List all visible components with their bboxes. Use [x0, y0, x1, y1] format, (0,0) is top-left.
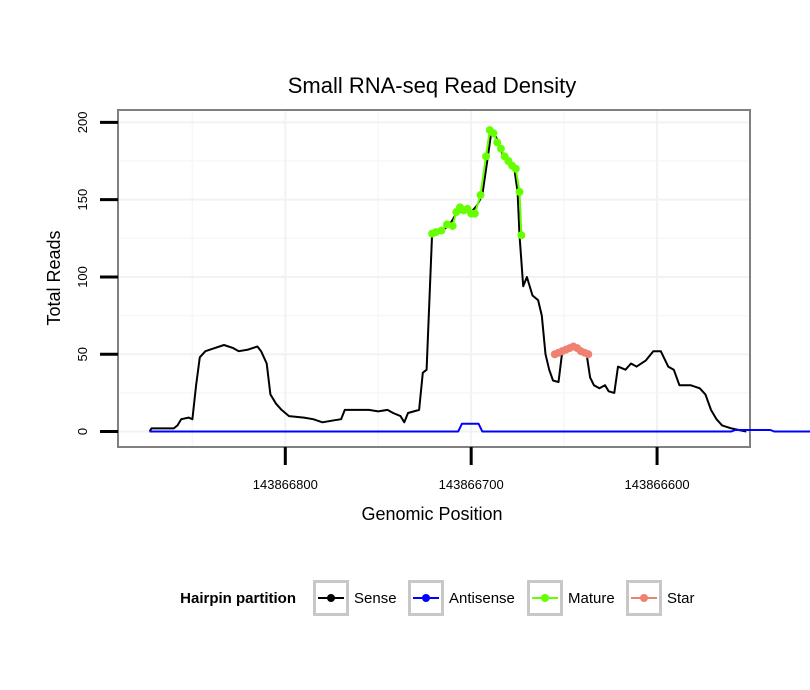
y-tick-label: 200: [75, 112, 90, 134]
mature-point: [482, 152, 491, 161]
mature-point: [476, 191, 485, 200]
x-tick-label: 143866600: [625, 477, 690, 492]
legend-label-antisense: Antisense: [449, 590, 515, 607]
x-tick-label: 143866800: [253, 477, 318, 492]
legend-label-sense: Sense: [354, 590, 397, 607]
legend-dot-antisense: [422, 594, 430, 602]
antisense-line: [149, 422, 810, 433]
star-point: [584, 350, 593, 359]
mature-point: [515, 187, 524, 196]
legend-label-mature: Mature: [568, 590, 615, 607]
plot-panel: [117, 109, 751, 448]
mature-point: [496, 144, 505, 153]
mature-point: [517, 231, 526, 240]
legend-dot-sense: [327, 594, 335, 602]
mature-point: [448, 221, 457, 230]
x-axis: 143866800 143866700 143866600: [253, 447, 690, 492]
mature-point: [437, 226, 446, 235]
legend-dot-mature: [541, 594, 549, 602]
x-tick-label: 143866700: [439, 477, 504, 492]
series-layer: [148, 126, 810, 433]
legend-label-star: Star: [667, 590, 695, 607]
legend-dot-star: [640, 594, 648, 602]
grid-lines: [119, 111, 749, 446]
y-tick-label: 50: [75, 347, 90, 361]
legend: Hairpin partition Sense Antisense Mature St…: [180, 580, 695, 616]
y-tick-label: 150: [75, 189, 90, 211]
y-axis: 0 50 100 150 200: [75, 112, 118, 435]
mature-point: [511, 164, 520, 173]
mature-point: [489, 129, 498, 138]
mature-point: [493, 138, 502, 147]
y-tick-label: 0: [75, 428, 90, 435]
y-tick-label: 100: [75, 266, 90, 288]
y-axis-label: Total Reads: [44, 230, 64, 325]
legend-title: Hairpin partition: [180, 590, 296, 607]
mature-point: [470, 209, 479, 218]
chart-title: Small RNA-seq Read Density: [288, 73, 577, 98]
x-axis-label: Genomic Position: [361, 504, 502, 524]
